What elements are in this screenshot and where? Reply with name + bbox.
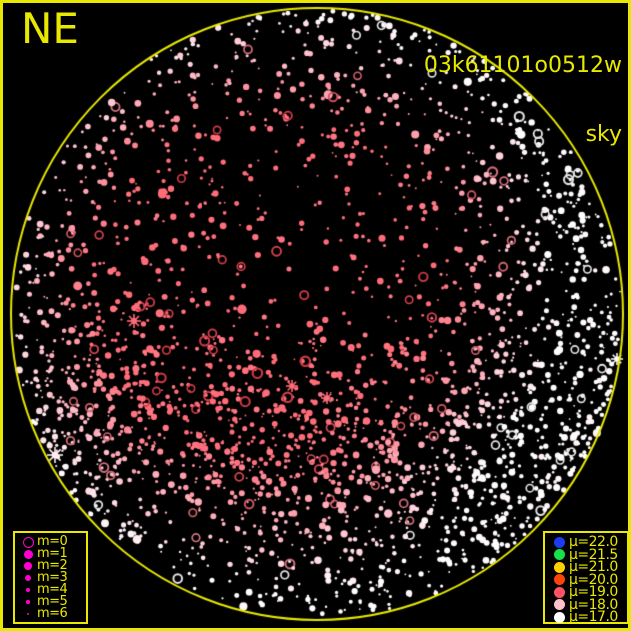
mu-dot-2: [553, 561, 565, 573]
legend-item: μ=21.5: [545, 546, 627, 563]
legend-item: μ=21.0: [545, 559, 627, 576]
mu-swatch-icon: [549, 536, 569, 548]
legend-label: m=0: [37, 534, 68, 549]
mu-swatch-icon: [549, 611, 569, 623]
mu-swatch-icon: [549, 574, 569, 586]
legend-label: μ=19.0: [569, 584, 618, 601]
legend-label: μ=21.0: [569, 559, 618, 576]
magnitude-legend: m=0 m=1 m=2 m=3 m=4 m=5 m=6: [13, 531, 88, 624]
mag-dot-2: [24, 562, 32, 570]
legend-label: μ=22.0: [569, 534, 618, 551]
legend-item: μ=17.0: [545, 609, 627, 626]
legend-label: μ=18.0: [569, 596, 618, 613]
legend-label: m=5: [37, 594, 68, 609]
legend-item: μ=18.0: [545, 596, 627, 613]
legend-label: m=6: [37, 606, 68, 621]
mu-dot-0: [553, 536, 565, 548]
mu-dot-6: [553, 611, 565, 623]
legend-item: μ=22.0: [545, 534, 627, 551]
direction-label-ne: NE: [21, 4, 79, 53]
legend-label: m=2: [37, 558, 68, 573]
magnitude-marker-icon: [19, 560, 37, 572]
legend-label: m=1: [37, 546, 68, 561]
legend-item: μ=19.0: [545, 584, 627, 601]
mu-dot-1: [553, 549, 565, 561]
mu-swatch-icon: [549, 549, 569, 561]
image-id-text: 03k61101o0512w: [423, 53, 622, 79]
mu-dot-4: [553, 586, 565, 598]
legend-item: m=0: [15, 534, 86, 549]
mag-dot-1: [23, 549, 33, 559]
magnitude-marker-icon: [19, 596, 37, 608]
magnitude-marker-icon: [19, 584, 37, 596]
sky-star-field-canvas: [3, 3, 628, 628]
mag-dot-3: [25, 575, 31, 581]
mu-dot-5: [553, 599, 565, 611]
legend-label: m=4: [37, 582, 68, 597]
mu-swatch-icon: [549, 599, 569, 611]
mu-swatch-icon: [549, 561, 569, 573]
magnitude-marker-icon: [19, 548, 37, 560]
mag-dot-4: [25, 587, 31, 593]
legend-item: m=4: [15, 582, 86, 597]
mag-dot-0: [22, 536, 34, 548]
legend-item: m=5: [15, 594, 86, 609]
mag-dot-6: [26, 612, 30, 616]
legend-item: m=1: [15, 546, 86, 561]
legend-item: μ=20.0: [545, 571, 627, 588]
magnitude-marker-icon: [19, 608, 37, 620]
legend-item: m=6: [15, 606, 86, 621]
legend-label: μ=20.0: [569, 571, 618, 588]
magnitude-marker-icon: [19, 536, 37, 548]
surface-brightness-legend: μ=22.0 μ=21.5 μ=21.0 μ=20.0 μ=19.0 μ=18.…: [543, 531, 629, 624]
legend-item: m=3: [15, 570, 86, 585]
legend-label: μ=17.0: [569, 609, 618, 626]
mag-dot-5: [26, 600, 30, 604]
image-type-text: sky: [585, 122, 622, 148]
legend-item: m=2: [15, 558, 86, 573]
legend-label: m=3: [37, 570, 68, 585]
magnitude-marker-icon: [19, 572, 37, 584]
mu-swatch-icon: [549, 586, 569, 598]
image-id-block: 03k61101o0512w sky: [424, 8, 622, 193]
mu-dot-3: [553, 574, 565, 586]
legend-label: μ=21.5: [569, 546, 618, 563]
